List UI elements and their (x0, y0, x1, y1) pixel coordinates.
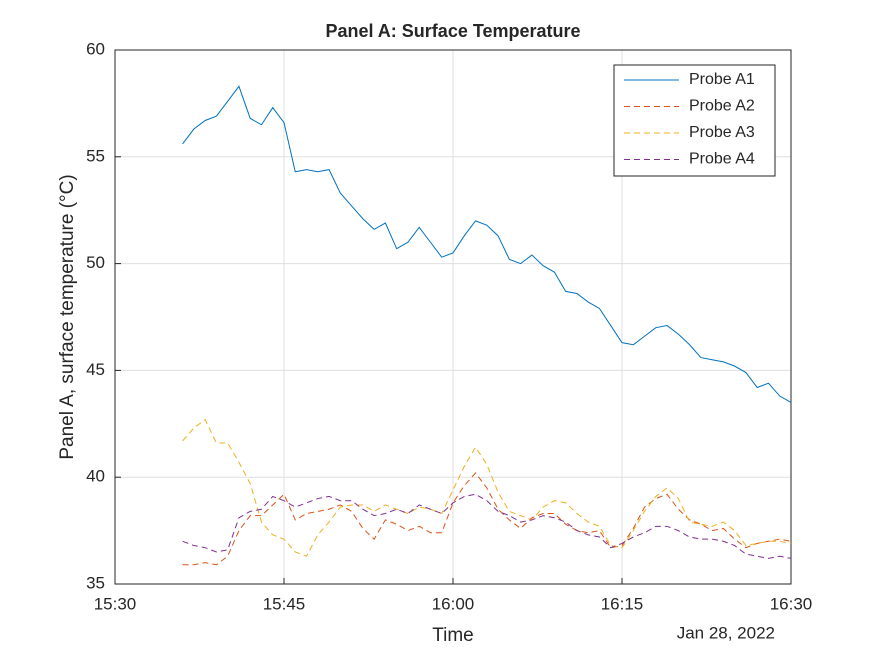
x-tick-label: 15:30 (94, 594, 137, 613)
legend-label: Probe A1 (689, 71, 755, 88)
y-tick-label: 50 (86, 253, 105, 272)
y-tick-label: 35 (86, 573, 105, 592)
y-tick-label: 40 (86, 467, 105, 486)
y-axis-label: Panel A, surface temperature (°C) (57, 174, 78, 459)
axes-box (114, 49, 792, 585)
chart-title: Panel A: Surface Temperature (325, 21, 580, 41)
date-label: Jan 28, 2022 (677, 623, 775, 642)
y-tick-label: 60 (86, 39, 105, 58)
series-line (182, 472, 792, 566)
x-tick-label: 16:15 (601, 594, 644, 613)
series-line (182, 418, 792, 557)
series-line (182, 85, 792, 403)
legend-label: Probe A2 (689, 98, 755, 115)
legend-label: Probe A4 (689, 151, 755, 168)
legend-label: Probe A3 (689, 124, 755, 141)
x-axis-label: Time (432, 625, 474, 646)
x-tick-label: 15:45 (263, 594, 306, 613)
y-tick-label: 45 (86, 360, 105, 379)
series-line (182, 493, 792, 559)
y-tick-label: 55 (86, 146, 105, 165)
legend-box (613, 64, 776, 177)
x-tick-label: 16:30 (770, 594, 813, 613)
x-tick-label: 16:00 (432, 594, 475, 613)
